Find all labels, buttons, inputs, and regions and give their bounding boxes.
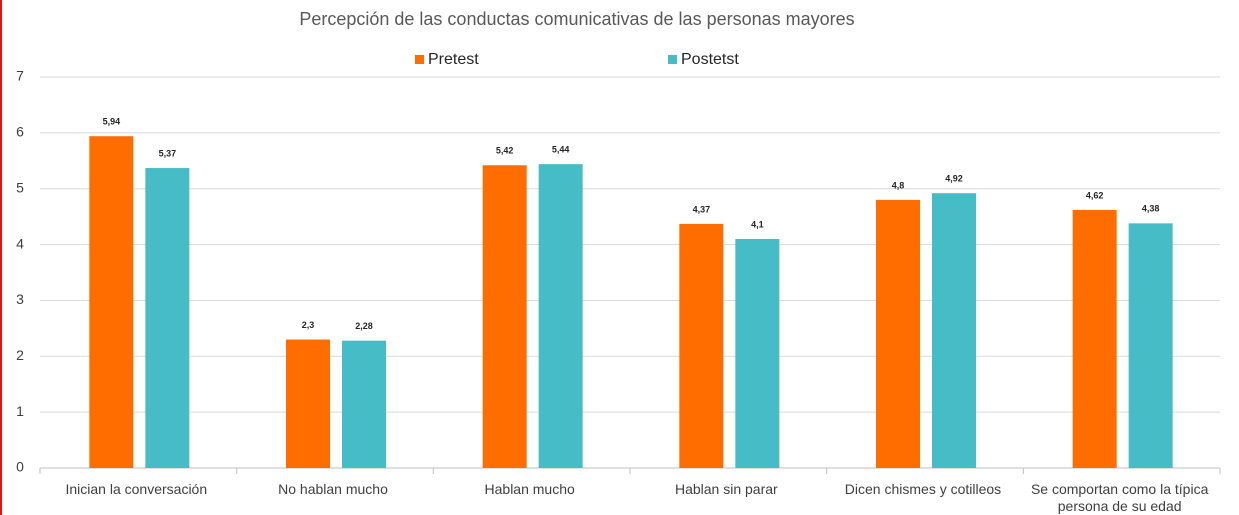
x-tick-label: No hablan mucho [278,481,388,497]
data-label: 5,37 [159,148,177,158]
chart-title: Percepción de las conductas comunicativa… [299,9,854,29]
data-label: 4,62 [1086,190,1104,200]
data-label: 2,3 [302,320,315,330]
data-label: 5,94 [103,117,121,127]
x-tick-label: Se comportan como la típica persona de s… [1030,481,1209,514]
bar [342,340,386,468]
bar [538,164,583,468]
y-tick-label: 3 [16,291,24,307]
data-label: 4,38 [1142,204,1160,214]
bar [1128,223,1173,468]
data-label: 2,28 [355,321,373,331]
legend-label: Postetst [681,51,739,68]
y-tick-label: 4 [16,235,24,251]
legend-swatch [668,55,677,64]
bar [145,168,190,468]
bar [679,223,724,468]
y-tick-label: 7 [16,68,24,84]
x-tick-label: Inician la conversación [65,481,208,497]
data-label: 4,37 [693,204,711,214]
bar [89,136,134,469]
y-tick-label: 2 [16,347,24,363]
data-label: 4,8 [892,180,905,190]
bar [932,193,976,468]
bar [286,339,330,468]
data-label: 5,44 [552,145,570,155]
y-tick-label: 5 [16,179,24,195]
legend-swatch [415,55,424,64]
x-tick-label: Dicen chismes y cotilleos [844,481,1002,497]
data-label: 4,92 [945,174,963,184]
data-label: 4,1 [751,219,764,229]
y-tick-label: 1 [16,403,24,419]
data-label: 5,42 [496,146,514,156]
bar [1072,209,1117,468]
bar [482,165,527,469]
y-tick-label: 0 [16,459,24,475]
y-tick-label: 6 [16,124,24,140]
legend-label: Pretest [428,51,479,68]
x-tick-label: Hablan mucho [484,481,575,497]
bar [876,199,920,468]
x-tick-label: Hablan sin parar [674,481,778,497]
bar [735,238,780,468]
